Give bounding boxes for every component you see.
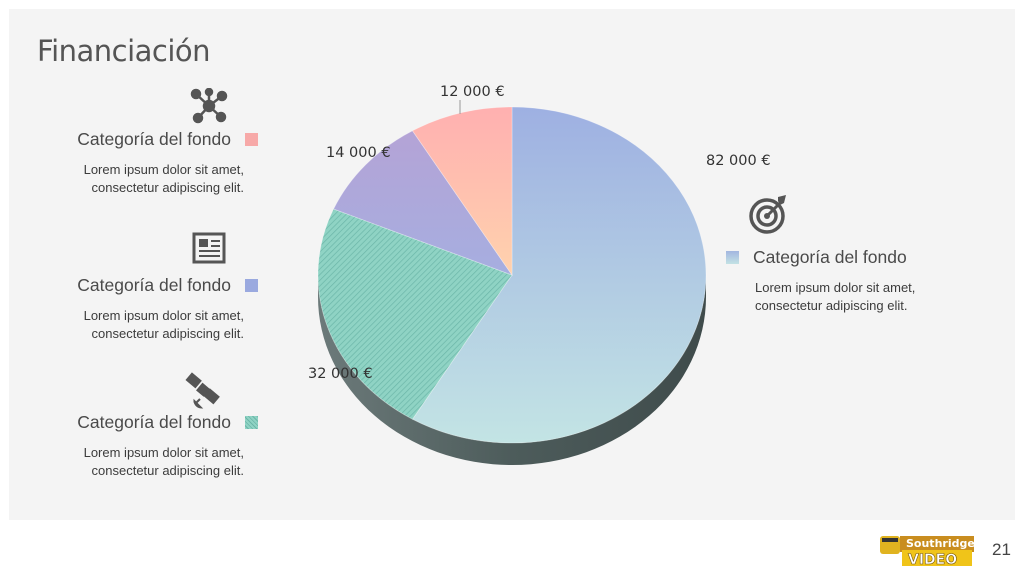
legend-swatch-pink — [245, 133, 258, 146]
southridge-video-logo: Southridge VIDEO — [880, 536, 974, 568]
pie-data-label-1: 82 000 € — [706, 153, 771, 169]
legend-desc-1: Lorem ipsum dolor sit amet, consectetur … — [14, 161, 244, 197]
network-icon — [190, 87, 228, 129]
pie-slice-3 — [333, 130, 514, 276]
legend-desc-3-line2: consectetur adipiscing elit. — [91, 463, 244, 478]
legend-desc-2-line1: Lorem ipsum dolor sit amet, — [83, 308, 244, 323]
legend-desc-right: Lorem ipsum dolor sit amet, consectetur … — [755, 279, 975, 315]
legend-label-1: Categoría del fondo — [77, 129, 231, 149]
svg-text:VIDEO: VIDEO — [908, 552, 957, 568]
legend-row-3: Categoría del fondo — [77, 412, 258, 433]
legend-label-2: Categoría del fondo — [77, 275, 231, 295]
legend-row-2: Categoría del fondo — [77, 275, 258, 296]
legend-desc-1-line2: consectetur adipiscing elit. — [91, 180, 244, 195]
target-icon — [748, 193, 790, 240]
legend-row-right: Categoría del fondo — [726, 247, 907, 268]
legend-swatch-teal — [245, 416, 258, 429]
legend-swatch-lightblue — [726, 251, 739, 264]
pie-slice-2 — [317, 208, 513, 420]
legend-swatch-blue — [245, 279, 258, 292]
legend-block-2: Categoría del fondo Lorem ipsum dolor si… — [20, 232, 260, 342]
legend-desc-3: Lorem ipsum dolor sit amet, consectetur … — [14, 444, 244, 480]
slide-title: Financiación — [37, 34, 211, 68]
legend-desc-right-line1: Lorem ipsum dolor sit amet, — [755, 280, 916, 295]
legend-desc-2: Lorem ipsum dolor sit amet, consectetur … — [14, 307, 244, 343]
legend-desc-3-line1: Lorem ipsum dolor sit amet, — [83, 445, 244, 460]
svg-text:Southridge: Southridge — [906, 537, 974, 550]
legend-label-3: Categoría del fondo — [77, 412, 231, 432]
pie-slice-1 — [411, 106, 707, 444]
legend-block-3: Categoría del fondo Lorem ipsum dolor si… — [20, 372, 260, 482]
legend-label-right: Categoría del fondo — [753, 247, 907, 267]
legend-desc-2-line2: consectetur adipiscing elit. — [91, 326, 244, 341]
legend-block-right: Categoría del fondo Lorem ipsum dolor si… — [726, 193, 966, 323]
pie-data-label-2: 32 000 € — [308, 366, 373, 382]
legend-row-1: Categoría del fondo — [77, 129, 258, 150]
pie-data-label-4: 12 000 € — [440, 84, 505, 100]
legend-desc-right-line2: consectetur adipiscing elit. — [755, 298, 908, 313]
legend-block-1: Categoría del fondo Lorem ipsum dolor si… — [20, 87, 260, 198]
pie-data-label-3: 14 000 € — [326, 145, 391, 161]
satellite-icon — [184, 372, 226, 417]
page-number: 21 — [992, 540, 1011, 559]
legend-desc-1-line1: Lorem ipsum dolor sit amet, — [83, 162, 244, 177]
newspaper-icon — [192, 232, 226, 269]
